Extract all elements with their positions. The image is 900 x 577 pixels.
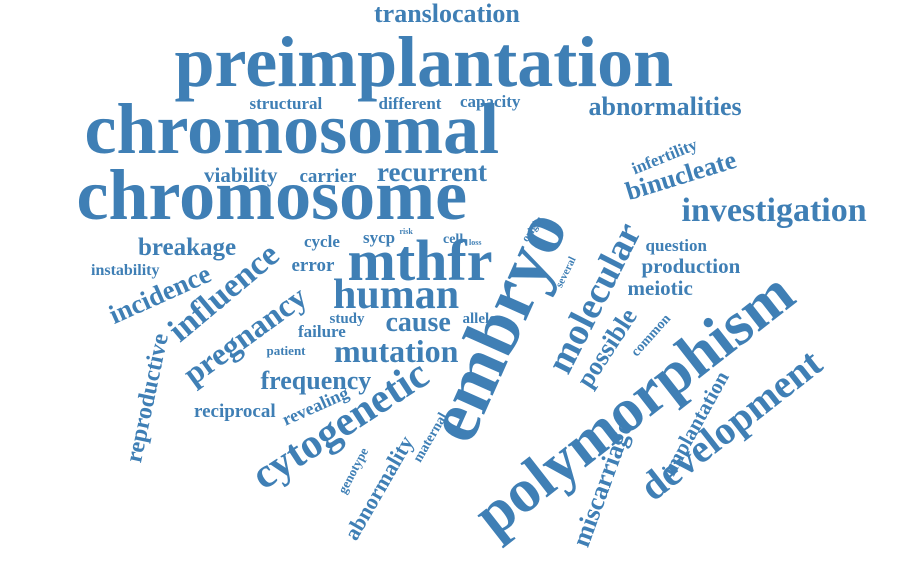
word-viability: viability	[204, 162, 278, 187]
word-failure: failure	[298, 321, 346, 341]
word-cycle: cycle	[304, 231, 340, 251]
word-cell: cell	[443, 232, 464, 247]
word-carrier: carrier	[299, 165, 357, 187]
word-different: different	[378, 93, 442, 113]
word-sycp: sycp	[363, 227, 396, 247]
word-chromosome: chromosome	[76, 155, 468, 235]
word-study: study	[329, 310, 365, 327]
word-risk: risk	[399, 227, 413, 236]
word-cause: cause	[385, 307, 451, 338]
word-breakage: breakage	[138, 233, 237, 261]
word-allele: allele	[462, 310, 496, 327]
word-chromosomal: chromosomal	[84, 89, 500, 169]
word-reproductive: reproductive	[120, 331, 174, 465]
word-mthfr: mthfr	[347, 228, 493, 293]
word-production: production	[641, 253, 741, 278]
word-structural: structural	[249, 93, 323, 113]
word-mutation: mutation	[334, 333, 459, 369]
word-translocation: translocation	[374, 0, 520, 28]
word-patient: patient	[266, 342, 306, 358]
word-capacity: capacity	[460, 91, 521, 111]
word-reciprocal: reciprocal	[194, 400, 276, 422]
word-preimplantation: preimplantation	[174, 22, 674, 102]
word-abnormalities: abnormalities	[588, 92, 742, 121]
word-frequency: frequency	[260, 366, 372, 395]
word-instability: instability	[91, 262, 160, 279]
word-loss: loss	[469, 238, 482, 247]
word-investigation: investigation	[681, 192, 867, 229]
word-human: human	[333, 272, 460, 318]
word-error: error	[291, 254, 335, 276]
word-recurrent: recurrent	[377, 156, 487, 187]
word-question: question	[645, 235, 707, 255]
word-meiotic: meiotic	[627, 275, 693, 300]
